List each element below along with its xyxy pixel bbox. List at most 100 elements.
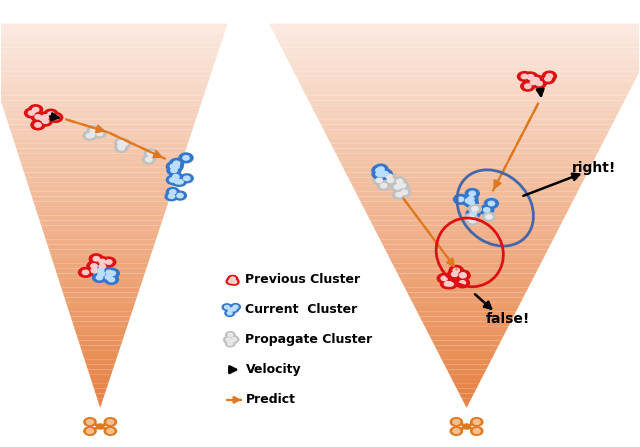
Circle shape (177, 180, 183, 184)
Polygon shape (276, 38, 640, 43)
Circle shape (184, 176, 190, 181)
Polygon shape (65, 297, 137, 302)
Circle shape (173, 161, 180, 165)
Polygon shape (303, 91, 630, 96)
Circle shape (465, 214, 477, 223)
Circle shape (391, 182, 404, 191)
Circle shape (484, 198, 499, 208)
Polygon shape (43, 230, 159, 235)
Circle shape (226, 306, 236, 313)
Circle shape (29, 105, 43, 114)
Polygon shape (417, 312, 516, 316)
Circle shape (230, 339, 235, 342)
Circle shape (96, 275, 102, 280)
Polygon shape (92, 384, 108, 388)
Circle shape (228, 333, 233, 337)
Circle shape (94, 129, 100, 134)
Circle shape (228, 276, 237, 283)
Polygon shape (464, 403, 469, 408)
Circle shape (463, 424, 470, 429)
Circle shape (468, 197, 474, 201)
Polygon shape (444, 365, 489, 369)
Polygon shape (365, 211, 568, 216)
Circle shape (31, 120, 45, 130)
Circle shape (227, 312, 232, 315)
Circle shape (521, 74, 527, 79)
Polygon shape (360, 201, 573, 206)
Polygon shape (0, 86, 207, 91)
Circle shape (453, 268, 460, 273)
Polygon shape (26, 177, 177, 182)
Circle shape (228, 275, 237, 282)
Circle shape (460, 274, 466, 278)
Polygon shape (328, 139, 605, 143)
Polygon shape (449, 374, 484, 379)
Circle shape (222, 304, 232, 311)
Circle shape (170, 190, 176, 194)
Polygon shape (378, 235, 556, 240)
Circle shape (382, 172, 388, 176)
Polygon shape (29, 187, 173, 192)
Circle shape (144, 149, 157, 158)
Polygon shape (422, 321, 511, 326)
Circle shape (102, 257, 116, 267)
Polygon shape (0, 48, 220, 52)
Circle shape (228, 337, 237, 344)
Polygon shape (282, 48, 640, 52)
Circle shape (36, 114, 50, 123)
Circle shape (474, 420, 480, 424)
Circle shape (38, 112, 52, 122)
Circle shape (79, 267, 93, 277)
Circle shape (85, 131, 98, 139)
Text: Current  Cluster: Current Cluster (246, 303, 358, 316)
Circle shape (524, 72, 538, 82)
Polygon shape (308, 101, 625, 105)
Polygon shape (77, 336, 124, 341)
Polygon shape (19, 158, 183, 163)
Circle shape (148, 151, 154, 156)
Polygon shape (440, 355, 493, 360)
Circle shape (86, 420, 93, 424)
Circle shape (83, 131, 96, 140)
Circle shape (118, 140, 124, 145)
Polygon shape (299, 81, 634, 86)
Polygon shape (36, 211, 166, 216)
Text: Predict: Predict (246, 393, 296, 406)
Circle shape (466, 209, 480, 219)
Polygon shape (385, 249, 548, 254)
Circle shape (518, 72, 531, 81)
Circle shape (232, 337, 236, 341)
Circle shape (180, 174, 193, 183)
Circle shape (91, 127, 104, 136)
Circle shape (93, 129, 106, 138)
Circle shape (119, 143, 125, 148)
Polygon shape (340, 163, 593, 168)
Circle shape (521, 81, 535, 91)
Circle shape (92, 268, 98, 273)
Circle shape (376, 172, 382, 176)
Polygon shape (403, 283, 531, 288)
Polygon shape (0, 43, 221, 48)
Text: right!: right! (572, 161, 616, 175)
Circle shape (118, 146, 125, 150)
Circle shape (474, 429, 480, 434)
Circle shape (225, 305, 229, 309)
Polygon shape (63, 293, 138, 297)
Polygon shape (88, 369, 113, 374)
Circle shape (536, 81, 542, 86)
Circle shape (223, 337, 233, 343)
Circle shape (38, 116, 52, 126)
Polygon shape (435, 346, 499, 350)
Polygon shape (80, 346, 121, 350)
Polygon shape (405, 288, 528, 293)
Polygon shape (412, 302, 521, 307)
Circle shape (170, 172, 182, 181)
Circle shape (464, 214, 476, 223)
Circle shape (116, 141, 129, 150)
Circle shape (451, 272, 458, 277)
Circle shape (226, 278, 236, 285)
Polygon shape (3, 105, 200, 110)
Polygon shape (0, 76, 210, 81)
Circle shape (115, 138, 127, 147)
Circle shape (231, 304, 241, 310)
